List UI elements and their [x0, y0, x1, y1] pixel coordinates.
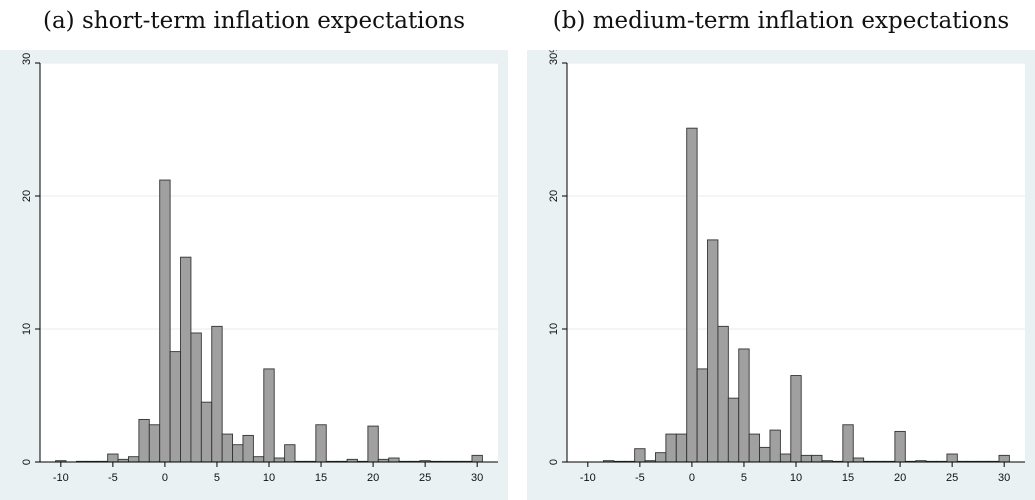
x-tick-label: 0	[689, 472, 695, 484]
y-tick-label: 30 %	[21, 50, 33, 65]
histogram-bar	[471, 454, 483, 463]
histogram-bar	[811, 454, 823, 463]
histogram-bar	[211, 325, 223, 463]
histogram-bar	[190, 332, 202, 463]
histogram-bar	[727, 397, 740, 463]
histogram-bar	[284, 444, 296, 463]
chart-title: (a) short-term inflation expectations	[42, 8, 466, 34]
histogram-medium-term: -10 -5 0 5 10 15 20 25 30 0 10 20 30%	[527, 50, 1035, 500]
histogram-bar	[894, 430, 906, 463]
x-tick-label: 20	[367, 472, 379, 484]
x-tick-label: -10	[580, 472, 596, 484]
x-tick-label: 30	[998, 472, 1010, 484]
chart-title: (b) medium-term inflation expectations	[552, 8, 1010, 34]
y-tick-label: 10	[21, 323, 33, 335]
y-tick-label: 10	[548, 323, 560, 335]
histogram-bar	[800, 454, 813, 463]
y-tick-label: 0	[21, 459, 33, 465]
histogram-bar	[675, 433, 688, 463]
histogram-bar	[138, 418, 150, 463]
histogram-bar	[665, 433, 677, 463]
x-tick-label: 20	[894, 472, 906, 484]
histogram-bar	[759, 446, 771, 463]
histogram-bar	[388, 457, 400, 463]
x-tick-label: -5	[108, 472, 118, 484]
histogram-bar	[148, 424, 161, 463]
panel-short-term: (a) short-term inflation expectations -1…	[0, 0, 508, 500]
histogram-bar	[707, 239, 719, 463]
histogram-bar	[696, 368, 708, 463]
y-tick-label: 20	[548, 190, 560, 202]
histogram-bar	[252, 456, 265, 463]
histogram-bar	[779, 453, 792, 463]
histogram-bar	[686, 127, 698, 463]
histogram-bar	[790, 375, 802, 463]
histogram-bar	[717, 325, 729, 463]
histogram-bar	[738, 348, 750, 463]
histogram-bar	[655, 452, 667, 463]
y-tick-label: 30%	[548, 50, 560, 65]
histogram-bar	[180, 256, 192, 463]
histogram-bar	[315, 424, 327, 463]
x-tick-label: 10	[263, 472, 275, 484]
x-tick-label: 30	[471, 472, 483, 484]
histogram-bar	[842, 424, 854, 463]
histogram-short-term: -10 -5 0 5 10 15 20 25 30 0 10 20 30 %	[0, 50, 508, 500]
x-tick-label: 0	[162, 472, 168, 484]
histogram-bar	[200, 401, 213, 463]
histogram-bar	[107, 453, 119, 463]
histogram-bar	[128, 456, 140, 463]
x-tick-label: -10	[53, 472, 69, 484]
x-tick-label: 5	[741, 472, 747, 484]
histogram-bar	[242, 434, 254, 463]
histogram-bar	[273, 457, 286, 463]
histogram-bar	[998, 454, 1010, 463]
x-tick-label: 5	[214, 472, 220, 484]
histogram-bar	[169, 351, 181, 463]
histogram-bar	[367, 425, 379, 463]
panel-medium-term: (b) medium-term inflation expectations -…	[527, 0, 1035, 500]
y-tick-label: 0	[548, 459, 560, 465]
y-tick-label: 20	[21, 190, 33, 202]
x-tick-label: -5	[635, 472, 645, 484]
x-tick-label: 10	[790, 472, 802, 484]
histogram-bar	[159, 179, 171, 463]
x-tick-label: 25	[946, 472, 958, 484]
histogram-bar	[263, 368, 275, 463]
histogram-bar	[232, 444, 244, 463]
histogram-bar	[748, 433, 761, 463]
x-tick-label: 25	[419, 472, 431, 484]
histogram-bar	[769, 429, 781, 463]
histogram-bar	[634, 448, 646, 463]
histogram-bar	[221, 433, 234, 463]
histogram-bar	[946, 453, 958, 463]
histogram-bar	[852, 457, 865, 463]
x-tick-label: 15	[315, 472, 327, 484]
x-tick-label: 15	[842, 472, 854, 484]
